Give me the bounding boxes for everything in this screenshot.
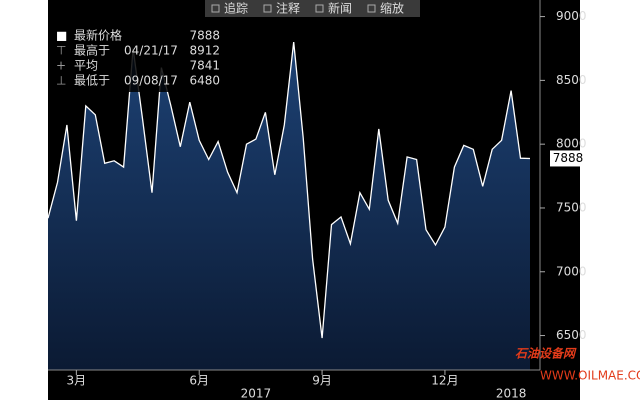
legend-label: 最高于 <box>74 43 110 58</box>
y-tick-label: 8500 <box>556 73 587 87</box>
toolbar-button[interactable]: 注释 <box>276 1 300 16</box>
legend-symbol: + <box>56 59 66 73</box>
toolbar-button[interactable]: 缩放 <box>380 1 404 16</box>
last-value-label: 7888 <box>553 151 584 165</box>
legend-symbol: ⊥ <box>56 74 66 88</box>
price-line <box>47 42 531 339</box>
legend-label: 最低于 <box>74 74 110 88</box>
toolbar-icon[interactable] <box>211 4 220 13</box>
toolbar-icon[interactable] <box>263 4 272 13</box>
toolbar-icon[interactable] <box>315 4 324 13</box>
legend-label: 平均 <box>74 59 98 73</box>
legend-box <box>50 26 226 92</box>
x-tick-label: 3月 <box>67 374 87 388</box>
legend-value: 7841 <box>189 59 220 73</box>
toolbar-button[interactable]: 追踪 <box>224 1 248 16</box>
y-tick-label: 7000 <box>556 264 587 278</box>
watermark: 石油设备网 <box>515 347 577 361</box>
x-tick-label: 9月 <box>312 374 332 388</box>
y-tick-label: 6500 <box>556 328 587 342</box>
legend-value: 7888 <box>189 29 220 43</box>
legend-symbol: ■ <box>56 29 67 43</box>
legend-value: 8912 <box>189 44 220 58</box>
year-label: 2018 <box>496 387 527 400</box>
legend-symbol: ⊤ <box>56 44 66 58</box>
x-tick-label: 12月 <box>431 374 458 388</box>
legend-value: 6480 <box>189 74 220 88</box>
watermark: WWW.OILMAE.COM <box>540 369 640 383</box>
last-value-tag <box>550 150 586 167</box>
legend-label: 最新价格 <box>74 28 122 43</box>
toolbar-button[interactable]: 新闻 <box>328 1 352 16</box>
y-tick-label: 9000 <box>556 9 587 23</box>
toolbar <box>205 0 420 17</box>
y-tick-label: 8000 <box>556 137 587 151</box>
legend-date: 04/21/17 <box>124 44 178 58</box>
legend-date: 09/08/17 <box>124 74 178 88</box>
y-tick-label: 7500 <box>556 200 587 214</box>
x-tick-label: 6月 <box>189 374 209 388</box>
area-fill <box>48 42 530 370</box>
year-label: 2017 <box>241 387 272 400</box>
toolbar-icon[interactable] <box>367 4 376 13</box>
